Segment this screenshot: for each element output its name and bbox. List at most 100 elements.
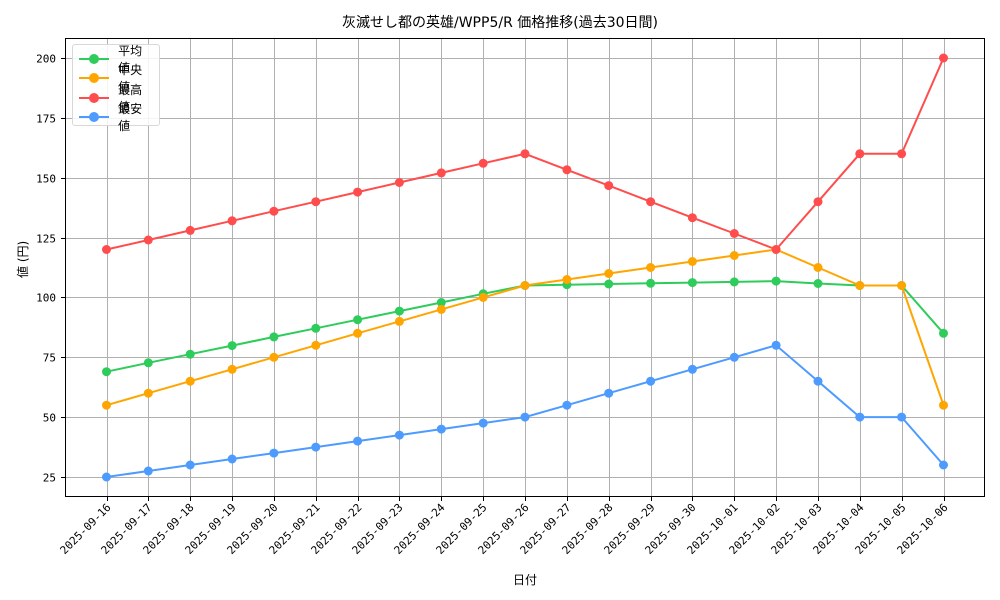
data-point-marker (813, 279, 823, 288)
data-point-marker (478, 158, 488, 168)
data-point-marker (897, 281, 907, 290)
data-point-marker (311, 442, 321, 452)
y-tick-label: 25 (43, 472, 56, 485)
data-point-marker (939, 460, 948, 470)
data-point-marker (353, 315, 363, 325)
data-point-marker (143, 388, 153, 398)
data-point-marker (729, 251, 739, 260)
data-point-marker (520, 149, 530, 159)
data-point-marker (687, 213, 697, 223)
legend-label: 最高値 (118, 82, 143, 114)
data-point-marker (604, 181, 614, 191)
data-point-marker (813, 376, 823, 386)
y-axis-label: 値 (円) (16, 240, 30, 278)
data-point-marker (185, 376, 195, 386)
data-point-marker (436, 298, 446, 307)
data-point-marker (269, 206, 279, 216)
data-point-marker (185, 349, 195, 359)
data-point-marker (897, 412, 907, 422)
data-point-marker (939, 53, 948, 63)
line-marker-icon (79, 73, 109, 84)
data-point-marker (353, 187, 363, 197)
data-point-marker (813, 197, 823, 207)
y-tick-label: 75 (43, 352, 56, 365)
data-point-marker (562, 165, 572, 175)
data-point-marker (855, 281, 865, 290)
data-point-marker (604, 388, 614, 398)
data-point-marker (227, 454, 237, 464)
data-point-marker (436, 168, 446, 178)
series-line (102, 340, 948, 482)
data-series (102, 53, 948, 482)
data-point-marker (604, 269, 614, 278)
data-point-marker (939, 400, 948, 410)
data-point-marker (687, 278, 697, 288)
y-axis-ticks: 25 50 75 100 125 150 175 200 (36, 53, 66, 485)
legend-item-max: 最高値 (79, 83, 153, 114)
data-point-marker (855, 149, 865, 159)
data-point-marker (394, 306, 404, 316)
y-tick-label: 150 (36, 173, 56, 186)
data-point-marker (939, 328, 948, 338)
data-point-marker (729, 229, 739, 238)
y-tick-label: 125 (36, 233, 56, 246)
data-point-marker (143, 358, 153, 368)
data-point-marker (520, 412, 530, 422)
legend-label: 平均値 (118, 43, 143, 75)
data-point-marker (478, 292, 488, 302)
legend-item-min: 最安値 (79, 102, 153, 133)
legend-label: 中央値 (118, 63, 143, 95)
legend-label: 最安値 (118, 102, 143, 134)
data-point-marker (771, 276, 781, 286)
y-tick-label: 200 (36, 53, 56, 66)
line-marker-icon (79, 112, 109, 123)
data-point-marker (897, 149, 907, 159)
data-point-marker (143, 235, 153, 245)
data-point-marker (353, 436, 363, 446)
data-point-marker (520, 281, 530, 290)
data-point-marker (269, 352, 279, 362)
chart-title: 灰滅せし都の英雄/WPP5/R 価格推移(過去30日間) (342, 15, 658, 31)
data-point-marker (185, 460, 195, 470)
line-marker-icon (79, 92, 109, 103)
data-point-marker (227, 216, 237, 226)
series-line (102, 53, 948, 254)
data-point-marker (353, 328, 363, 338)
data-point-marker (646, 376, 656, 386)
data-point-marker (394, 316, 404, 326)
data-point-marker (729, 352, 739, 362)
y-tick-label: 175 (36, 113, 56, 126)
axes-frame (65, 38, 985, 497)
data-point-marker (646, 197, 656, 207)
data-point-marker (227, 341, 237, 351)
legend-item-average: 平均値 (79, 44, 153, 75)
data-point-marker (687, 364, 697, 374)
grid-lines (66, 39, 984, 496)
data-point-marker (771, 340, 781, 350)
data-point-marker (102, 472, 111, 482)
y-tick-label: 100 (36, 292, 56, 305)
data-point-marker (771, 245, 781, 254)
data-point-marker (687, 257, 697, 266)
data-point-marker (562, 275, 572, 284)
legend-item-median: 中央値 (79, 63, 153, 94)
data-point-marker (311, 197, 321, 207)
x-axis-label: 日付 (512, 573, 537, 587)
data-point-marker (394, 178, 404, 187)
data-point-marker (269, 448, 279, 458)
data-point-marker (394, 430, 404, 440)
data-point-marker (604, 279, 614, 289)
data-point-marker (143, 466, 153, 476)
y-tick-label: 50 (43, 412, 56, 425)
data-point-marker (855, 412, 865, 422)
data-point-marker (478, 418, 488, 428)
data-point-marker (311, 323, 321, 333)
data-point-marker (436, 304, 446, 314)
data-point-marker (269, 332, 279, 342)
x-axis-ticks: 2025-09-162025-09-172025-09-182025-09-19… (58, 497, 951, 557)
data-point-marker (102, 367, 111, 377)
line-marker-icon (79, 53, 109, 64)
data-point-marker (813, 263, 823, 272)
legend: 平均値 中央値 最高値 最安値 (72, 44, 160, 133)
